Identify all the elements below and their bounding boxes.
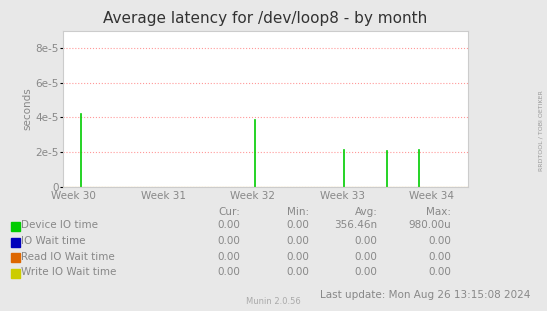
Text: 0.00: 0.00	[286, 220, 309, 230]
Text: 356.46n: 356.46n	[334, 220, 377, 230]
Text: 980.00u: 980.00u	[409, 220, 451, 230]
Title: Average latency for /dev/loop8 - by month: Average latency for /dev/loop8 - by mont…	[103, 11, 427, 26]
Text: IO Wait time: IO Wait time	[21, 236, 85, 246]
Text: 0.00: 0.00	[218, 220, 241, 230]
Text: Device IO time: Device IO time	[21, 220, 98, 230]
Text: 0.00: 0.00	[218, 267, 241, 277]
Text: Cur:: Cur:	[219, 207, 241, 217]
Text: RRDTOOL / TOBI OETIKER: RRDTOOL / TOBI OETIKER	[538, 90, 543, 171]
Text: Munin 2.0.56: Munin 2.0.56	[246, 297, 301, 306]
Text: Min:: Min:	[287, 207, 309, 217]
Text: 0.00: 0.00	[428, 236, 451, 246]
Text: 0.00: 0.00	[354, 267, 377, 277]
Text: Max:: Max:	[426, 207, 451, 217]
Text: 0.00: 0.00	[218, 252, 241, 262]
Text: 0.00: 0.00	[354, 236, 377, 246]
Text: 0.00: 0.00	[286, 236, 309, 246]
Text: 0.00: 0.00	[428, 267, 451, 277]
Text: 0.00: 0.00	[428, 252, 451, 262]
Text: 0.00: 0.00	[286, 252, 309, 262]
Text: 0.00: 0.00	[286, 267, 309, 277]
Y-axis label: seconds: seconds	[22, 87, 33, 130]
Text: Write IO Wait time: Write IO Wait time	[21, 267, 116, 277]
Text: Avg:: Avg:	[354, 207, 377, 217]
Text: Last update: Mon Aug 26 13:15:08 2024: Last update: Mon Aug 26 13:15:08 2024	[320, 290, 531, 300]
Text: Read IO Wait time: Read IO Wait time	[21, 252, 114, 262]
Text: 0.00: 0.00	[354, 252, 377, 262]
Text: 0.00: 0.00	[218, 236, 241, 246]
